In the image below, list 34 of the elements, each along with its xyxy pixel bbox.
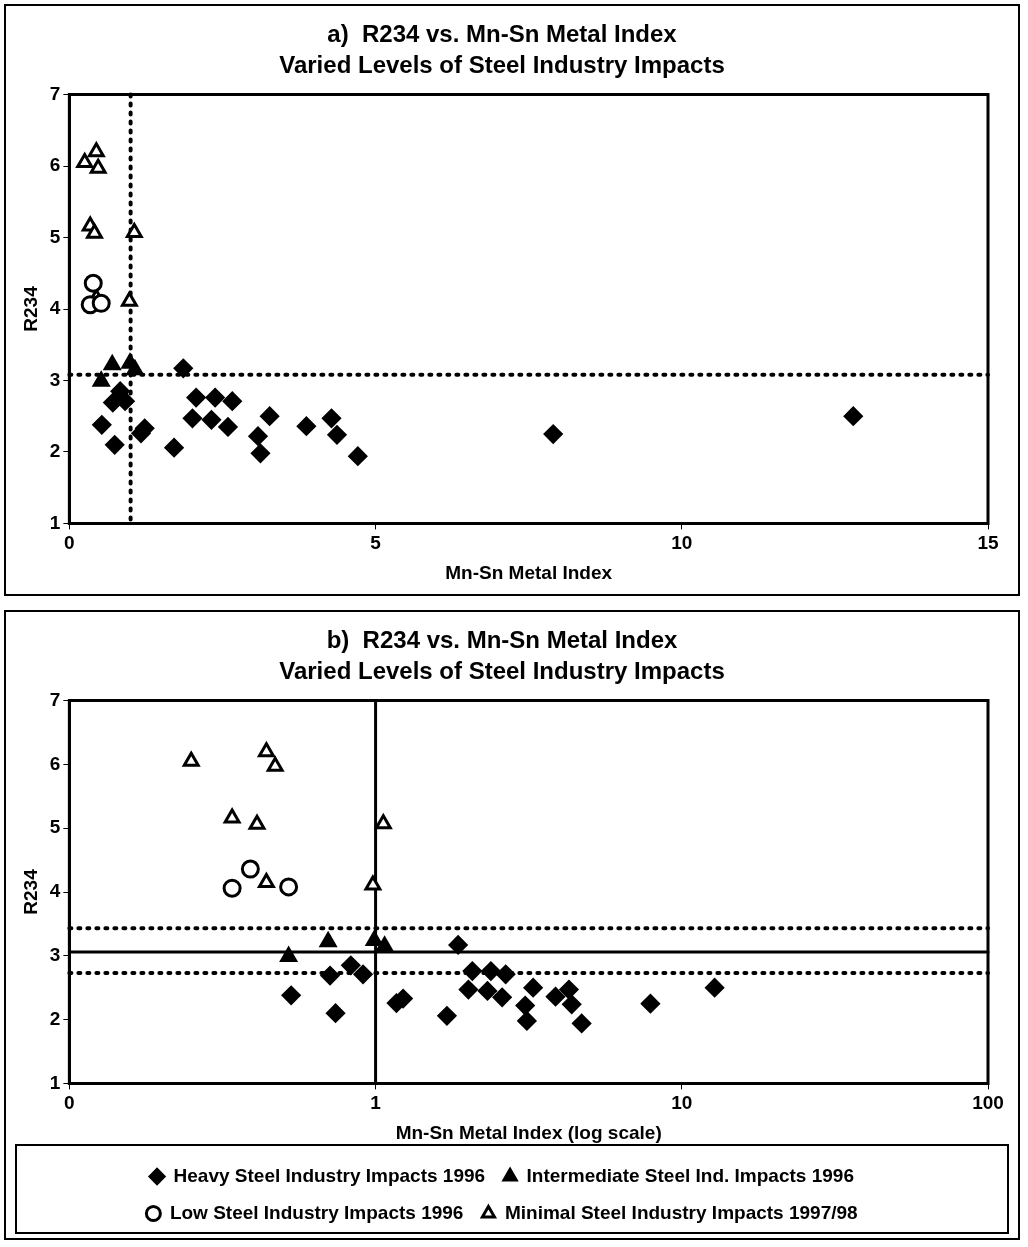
x-tick-label: 5 (370, 532, 382, 554)
chart-subtitle: Varied Levels of Steel Industry Impacts (279, 50, 725, 78)
y-tick-label: 6 (49, 154, 61, 176)
y-tick-label: 4 (49, 880, 61, 902)
y-tick-label: 7 (49, 688, 61, 710)
legend-label: Intermediate Steel Ind. Impacts 1996 (526, 1164, 854, 1186)
chart-subtitle: Varied Levels of Steel Industry Impacts (279, 656, 725, 684)
x-axis-title: Mn-Sn Metal Index (log scale) (395, 1121, 662, 1143)
y-tick-label: 5 (49, 225, 61, 247)
x-tick-label: 10 (671, 532, 693, 554)
y-axis-title: R234 (19, 868, 41, 915)
legend-label: Minimal Steel Industry Impacts 1997/98 (504, 1201, 858, 1223)
x-tick-label: 0 (64, 532, 75, 554)
y-tick-label: 3 (49, 944, 61, 966)
y-tick-label: 1 (49, 1071, 61, 1093)
x-axis-title: Mn-Sn Metal Index (445, 561, 613, 583)
y-tick-label: 7 (49, 82, 61, 104)
x-tick-label: 15 (977, 532, 999, 554)
x-tick-label: 0 (64, 1092, 75, 1114)
x-tick-label: 1 (370, 1092, 382, 1114)
y-tick-label: 4 (49, 297, 61, 319)
y-tick-label: 6 (49, 752, 61, 774)
y-tick-label: 1 (49, 511, 61, 533)
y-tick-label: 2 (49, 1007, 61, 1029)
x-tick-label: 10 (671, 1092, 693, 1114)
chart-title: a) R234 vs. Mn-Sn Metal Index (327, 20, 678, 48)
legend-label: Heavy Steel Industry Impacts 1996 (173, 1164, 486, 1186)
chart-title: b) R234 vs. Mn-Sn Metal Index (326, 626, 679, 654)
legend-label: Low Steel Industry Impacts 1996 (169, 1201, 464, 1223)
y-tick-label: 5 (49, 816, 61, 838)
x-tick-label: 100 (972, 1092, 1004, 1114)
y-axis-title: R234 (19, 285, 41, 332)
y-tick-label: 3 (49, 368, 61, 390)
y-tick-label: 2 (49, 440, 61, 462)
